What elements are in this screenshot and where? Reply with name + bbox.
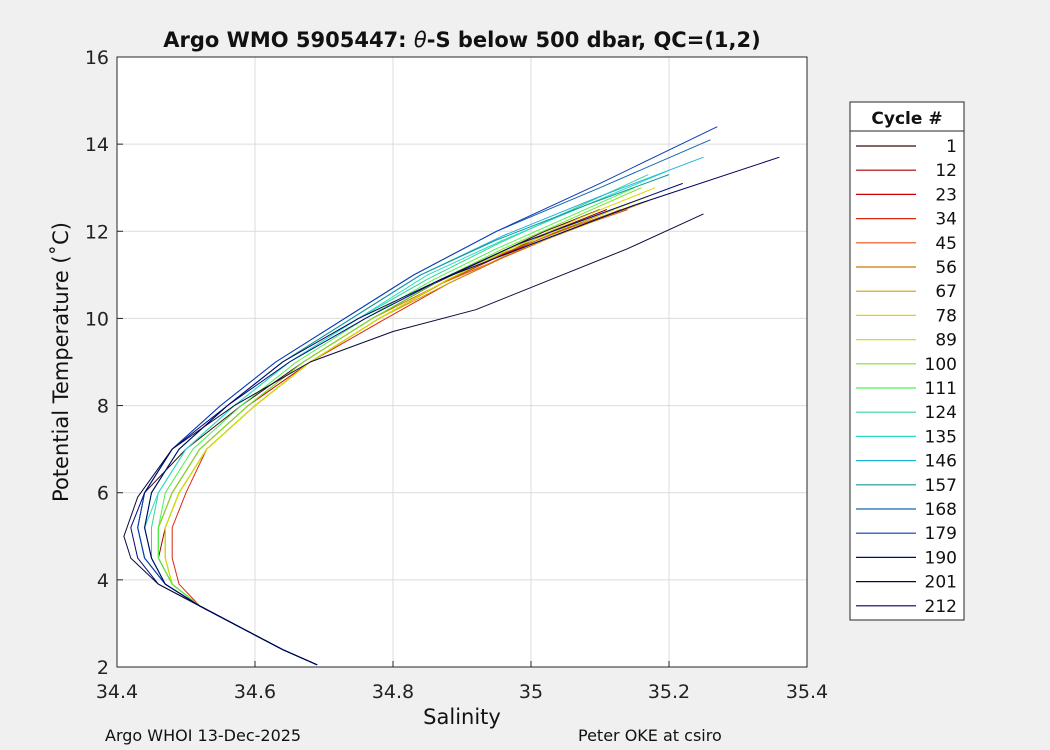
footer-source: Argo WHOI 13-Dec-2025 bbox=[105, 726, 302, 745]
legend-label: 201 bbox=[925, 573, 957, 593]
y-tick-label: 2 bbox=[97, 657, 109, 679]
legend-label: 45 bbox=[935, 234, 957, 254]
x-tick-label: 35.4 bbox=[786, 681, 828, 703]
y-tick-label: 14 bbox=[85, 134, 109, 156]
grid bbox=[116, 56, 808, 668]
legend-label: 190 bbox=[925, 548, 957, 568]
legend-label: 1 bbox=[946, 137, 957, 157]
legend-label: 56 bbox=[935, 258, 957, 278]
series-lines bbox=[123, 126, 780, 666]
x-tick-label: 35.2 bbox=[648, 681, 690, 703]
legend-label: 179 bbox=[925, 524, 957, 544]
y-tick-labels: 2 4 6 8 10 12 14 16 bbox=[85, 47, 109, 679]
chart-title: Argo WMO 5905447: θ-S below 500 dbar, QC… bbox=[163, 28, 760, 52]
legend-entries: 1 12 23 34 45 56 67 78 89 100 111 124 135 146 157 168 17… bbox=[856, 137, 957, 617]
y-axis-label: Potential Temperature (˚C) bbox=[49, 222, 73, 502]
legend-label: 89 bbox=[935, 331, 957, 351]
x-tick-label: 34.8 bbox=[372, 681, 414, 703]
plot-area bbox=[117, 57, 807, 667]
legend-label: 168 bbox=[925, 500, 957, 520]
legend-label: 212 bbox=[925, 597, 957, 617]
legend-label: 78 bbox=[935, 306, 957, 326]
y-tick-label: 16 bbox=[85, 47, 109, 69]
x-tick-label: 35 bbox=[519, 681, 543, 703]
legend-label: 157 bbox=[925, 476, 957, 496]
series-line-cycle-212 bbox=[144, 156, 780, 666]
legend-label: 34 bbox=[935, 210, 957, 230]
legend-label: 146 bbox=[925, 452, 957, 472]
x-tick-label: 34.6 bbox=[234, 681, 276, 703]
x-axis-label: Salinity bbox=[423, 705, 501, 729]
legend-label: 100 bbox=[925, 355, 957, 375]
legend: Cycle # 1 12 23 34 45 56 67 78 89 100 111 124 135 146… bbox=[849, 101, 965, 621]
x-tick-label: 34.4 bbox=[96, 681, 138, 703]
y-tick-label: 4 bbox=[97, 570, 109, 592]
legend-label: 23 bbox=[935, 185, 957, 205]
y-tick-label: 6 bbox=[97, 483, 109, 505]
legend-title: Cycle # bbox=[871, 109, 942, 129]
footer-author: Peter OKE at csiro bbox=[578, 726, 722, 745]
x-tick-labels: 34.4 34.6 34.8 35 35.2 35.4 bbox=[96, 681, 828, 703]
legend-label: 12 bbox=[935, 161, 957, 181]
y-tick-label: 10 bbox=[85, 308, 109, 330]
legend-label: 67 bbox=[935, 282, 957, 302]
legend-label: 124 bbox=[925, 403, 957, 423]
plot-frame bbox=[116, 56, 808, 668]
legend-label: 135 bbox=[925, 427, 957, 447]
y-tick-label: 12 bbox=[85, 221, 109, 243]
legend-label: 111 bbox=[925, 379, 957, 399]
y-tick-label: 8 bbox=[97, 396, 109, 418]
